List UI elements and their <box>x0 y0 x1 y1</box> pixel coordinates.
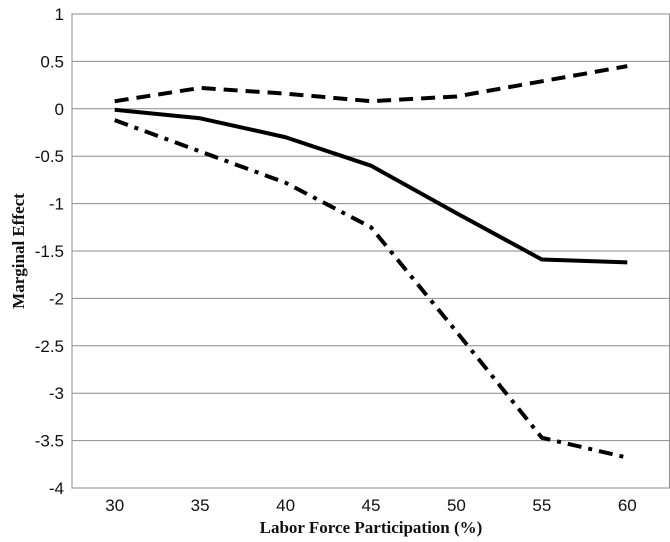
x-tick-label: 30 <box>105 496 124 515</box>
y-tick-label: -2 <box>49 289 64 308</box>
x-tick-label: 55 <box>532 496 551 515</box>
y-tick-label: 0 <box>55 100 64 119</box>
series-line-dashed <box>114 64 628 104</box>
y-tick-label: -3 <box>49 384 64 403</box>
y-tick-label: -3.5 <box>35 432 64 451</box>
y-tick-label: -2.5 <box>35 337 64 356</box>
x-tick-label: 40 <box>276 496 295 515</box>
x-axis-title: Labor Force Participation (%) <box>260 518 483 537</box>
series-line-dash-dot <box>114 118 628 460</box>
grid-lines <box>72 13 670 489</box>
x-axis-ticks: 30 35 40 45 50 55 60 <box>105 496 636 515</box>
series-line-solid <box>114 107 628 265</box>
y-tick-label: 0.5 <box>40 52 64 71</box>
x-tick-label: 50 <box>447 496 466 515</box>
y-tick-label: -0.5 <box>35 147 64 166</box>
y-tick-label: -1.5 <box>35 242 64 261</box>
y-tick-label: -4 <box>49 479 64 498</box>
y-tick-label: -1 <box>49 195 64 214</box>
y-axis-title: Marginal Effect <box>9 193 28 309</box>
y-axis-ticks: 1 0.5 0 -0.5 -1 -1.5 -2 -2.5 -3 -3.5 -4 <box>35 5 64 498</box>
y-tick-label: 1 <box>55 5 64 24</box>
x-tick-label: 35 <box>191 496 210 515</box>
series-lines <box>114 64 628 460</box>
x-tick-label: 45 <box>362 496 381 515</box>
x-tick-label: 60 <box>618 496 637 515</box>
